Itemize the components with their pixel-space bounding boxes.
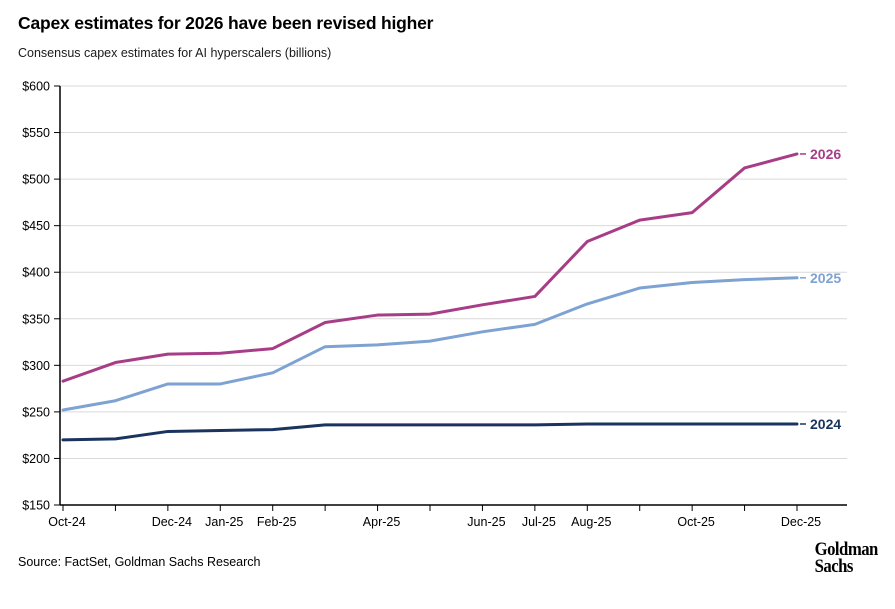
- x-axis-tick-label: Oct-25: [677, 515, 715, 529]
- chart-title: Capex estimates for 2026 have been revis…: [18, 13, 434, 33]
- x-axis-tick-label: Apr-25: [363, 515, 401, 529]
- series-line-2026: [61, 152, 799, 383]
- y-axis-tick-label: $350: [22, 312, 50, 326]
- chart-subtitle: Consensus capex estimates for AI hypersc…: [18, 46, 332, 60]
- series-label-2024: 2024: [810, 416, 841, 432]
- x-axis-tick-label: Dec-25: [781, 515, 821, 529]
- x-axis-tick-label: Jun-25: [467, 515, 505, 529]
- y-axis-tick-label: $600: [22, 80, 50, 94]
- y-axis-tick-label: $400: [22, 266, 50, 280]
- y-axis-tick-label: $450: [22, 219, 50, 233]
- y-axis-tick-label: $300: [22, 359, 50, 373]
- x-axis-tick-label: Jul-25: [522, 515, 556, 529]
- y-axis-tick-label: $550: [22, 126, 50, 140]
- x-axis-tick-label: Jan-25: [205, 515, 243, 529]
- x-axis-tick-label: Dec-24: [152, 515, 192, 529]
- y-axis-tick-label: $150: [22, 499, 50, 513]
- x-axis-tick-label: Aug-25: [571, 515, 611, 529]
- series-label-2026: 2026: [810, 146, 841, 162]
- goldman-sachs-logo-line2: Sachs: [814, 556, 854, 577]
- y-axis-tick-label: $500: [22, 173, 50, 187]
- y-axis-tick-label: $200: [22, 452, 50, 466]
- series-label-2025: 2025: [810, 270, 841, 286]
- x-axis-tick-label: Feb-25: [257, 515, 297, 529]
- y-axis-tick-label: $250: [22, 405, 50, 419]
- x-axis-tick-label: Oct-24: [48, 515, 86, 529]
- series-line-2024: [61, 422, 799, 442]
- source-note: Source: FactSet, Goldman Sachs Research: [18, 555, 261, 569]
- goldman-sachs-logo-line1: Goldman: [814, 539, 879, 560]
- goldman-sachs-logo: Goldman Sachs: [814, 539, 879, 577]
- series-line-2025: [61, 276, 799, 412]
